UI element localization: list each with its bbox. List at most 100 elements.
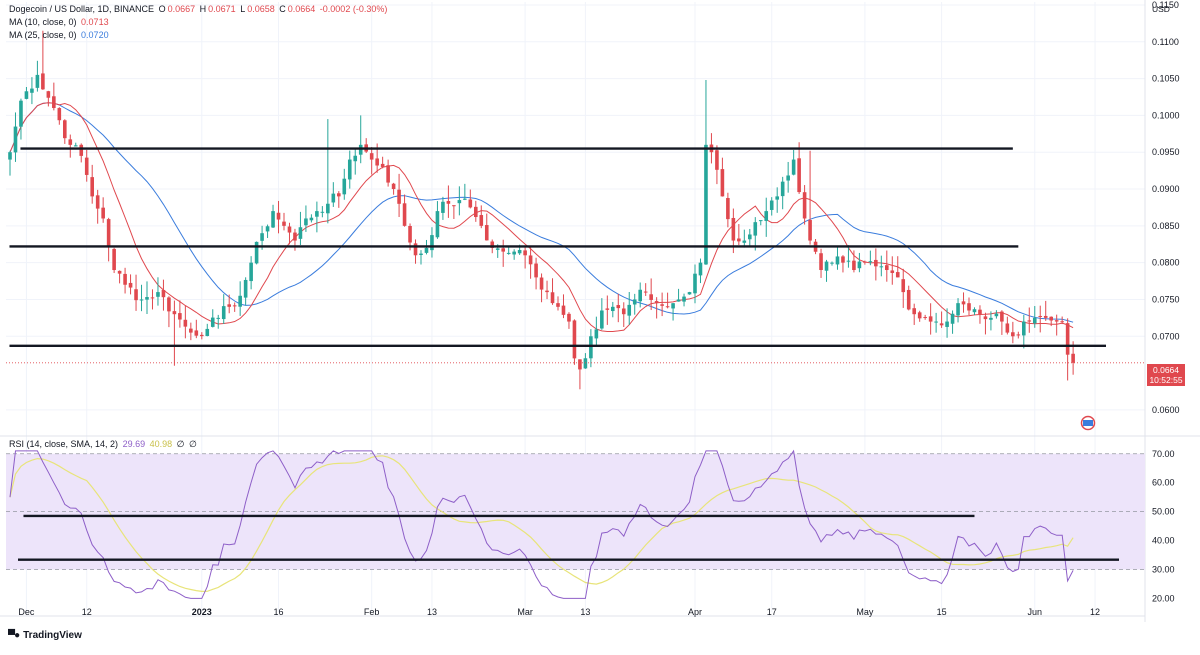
rsi-sma-line xyxy=(9,455,1074,593)
time-tick-label: 12 xyxy=(82,607,92,617)
high-label: H xyxy=(199,4,207,14)
candle-body xyxy=(430,235,434,251)
ma25-legend[interactable]: MA (25, close, 0) 0.0720 xyxy=(9,30,111,40)
candle-body xyxy=(254,241,259,264)
ma25-label: MA (25, close, 0) xyxy=(9,30,77,40)
candle-body xyxy=(693,273,697,294)
candle-body xyxy=(189,328,193,333)
candle-body xyxy=(534,263,538,278)
candle-body xyxy=(632,299,637,305)
candle-body xyxy=(446,201,451,204)
candle-body xyxy=(841,256,845,263)
ma10-legend[interactable]: MA (10, close, 0) 0.0713 xyxy=(9,17,111,27)
candle-body xyxy=(671,303,675,309)
candle-body xyxy=(1049,316,1053,321)
candle-body xyxy=(758,220,763,222)
low-value: 0.0658 xyxy=(247,4,275,14)
candle-body xyxy=(956,303,960,316)
candle-body xyxy=(512,251,516,255)
candle-body xyxy=(35,74,40,88)
candle-body xyxy=(106,219,111,248)
close-value: 0.0664 xyxy=(287,4,316,14)
candle-body xyxy=(68,139,73,145)
candle-body xyxy=(315,211,319,217)
candle-body xyxy=(139,299,144,301)
symbol-legend[interactable]: Dogecoin / US Dollar, 1D, BINANCE O 0.066… xyxy=(9,4,389,14)
candle-body xyxy=(435,211,440,238)
candle-body xyxy=(972,309,977,313)
candle-body xyxy=(731,217,736,241)
candle-body xyxy=(769,200,774,210)
candle-body xyxy=(260,233,264,241)
candle-body xyxy=(605,308,610,310)
candle-body xyxy=(309,217,314,221)
candle-body xyxy=(550,292,555,304)
candle-body xyxy=(819,253,823,271)
price-tick-label: 0.1050 xyxy=(1152,74,1180,84)
close-label: C xyxy=(279,4,286,14)
candle-body xyxy=(63,120,67,139)
candle-body xyxy=(90,177,94,197)
candle-body xyxy=(243,279,248,298)
candle-body xyxy=(276,212,281,220)
candle-body xyxy=(347,159,352,180)
candle-body xyxy=(408,226,412,243)
candle-body xyxy=(780,181,785,197)
candle-body xyxy=(961,301,966,305)
candle-body xyxy=(917,312,922,319)
candle-body xyxy=(282,221,286,226)
candle-body xyxy=(868,261,873,263)
candle-body xyxy=(567,313,571,322)
candle-body xyxy=(337,193,341,197)
candle-body xyxy=(326,203,330,214)
candle-body xyxy=(863,261,867,263)
last-price-value: 0.0664 xyxy=(1153,365,1179,375)
candle-body xyxy=(41,73,45,90)
candle-body xyxy=(413,243,418,256)
candle-body xyxy=(298,227,303,239)
rsi-sma-value: 40.98 xyxy=(149,439,173,449)
rsi-tick-label: 30.00 xyxy=(1152,565,1175,575)
candle-body xyxy=(528,255,533,265)
candle-body xyxy=(715,150,719,170)
candle-body xyxy=(649,294,653,300)
time-tick-label: Apr xyxy=(688,607,702,617)
ma25-value: 0.0720 xyxy=(81,30,109,40)
candle-body xyxy=(698,262,703,276)
candle-body xyxy=(939,323,944,326)
candle-body xyxy=(945,321,949,327)
rsi-tick-label: 60.00 xyxy=(1152,478,1175,488)
price-tick-label: 0.0750 xyxy=(1152,294,1180,304)
candle-body xyxy=(621,308,626,315)
currency-label: USD xyxy=(1152,4,1170,14)
candle-body xyxy=(830,262,834,264)
candle-body xyxy=(824,261,829,271)
candle-body xyxy=(249,262,253,282)
candle-body xyxy=(183,319,188,327)
candle-body xyxy=(134,289,138,301)
candle-body xyxy=(13,126,18,153)
candle-body xyxy=(539,277,544,290)
time-tick-label: 13 xyxy=(580,607,590,617)
rsi-tick-label: 50.00 xyxy=(1152,507,1175,517)
candle-body xyxy=(145,297,149,300)
candle-body xyxy=(391,183,396,190)
candle-body xyxy=(320,211,325,213)
price-tick-label: 0.1100 xyxy=(1152,37,1179,47)
candle-body xyxy=(687,292,692,295)
candle-body xyxy=(95,195,100,209)
candle-body xyxy=(791,159,796,175)
rsi-label: RSI (14, close, SMA, 14, 2) xyxy=(9,439,119,449)
candle-body xyxy=(128,282,133,288)
candle-body xyxy=(24,91,29,99)
candle-body xyxy=(227,304,231,307)
candle-body xyxy=(983,316,988,320)
candle-body xyxy=(397,189,401,204)
tradingview-logo[interactable]: ▀● TradingView xyxy=(8,630,82,641)
candle-body xyxy=(287,226,292,233)
candle-body xyxy=(463,198,467,200)
candle-body xyxy=(901,279,906,293)
rsi-legend[interactable]: RSI (14, close, SMA, 14, 2) 29.69 40.98 … xyxy=(9,439,199,450)
